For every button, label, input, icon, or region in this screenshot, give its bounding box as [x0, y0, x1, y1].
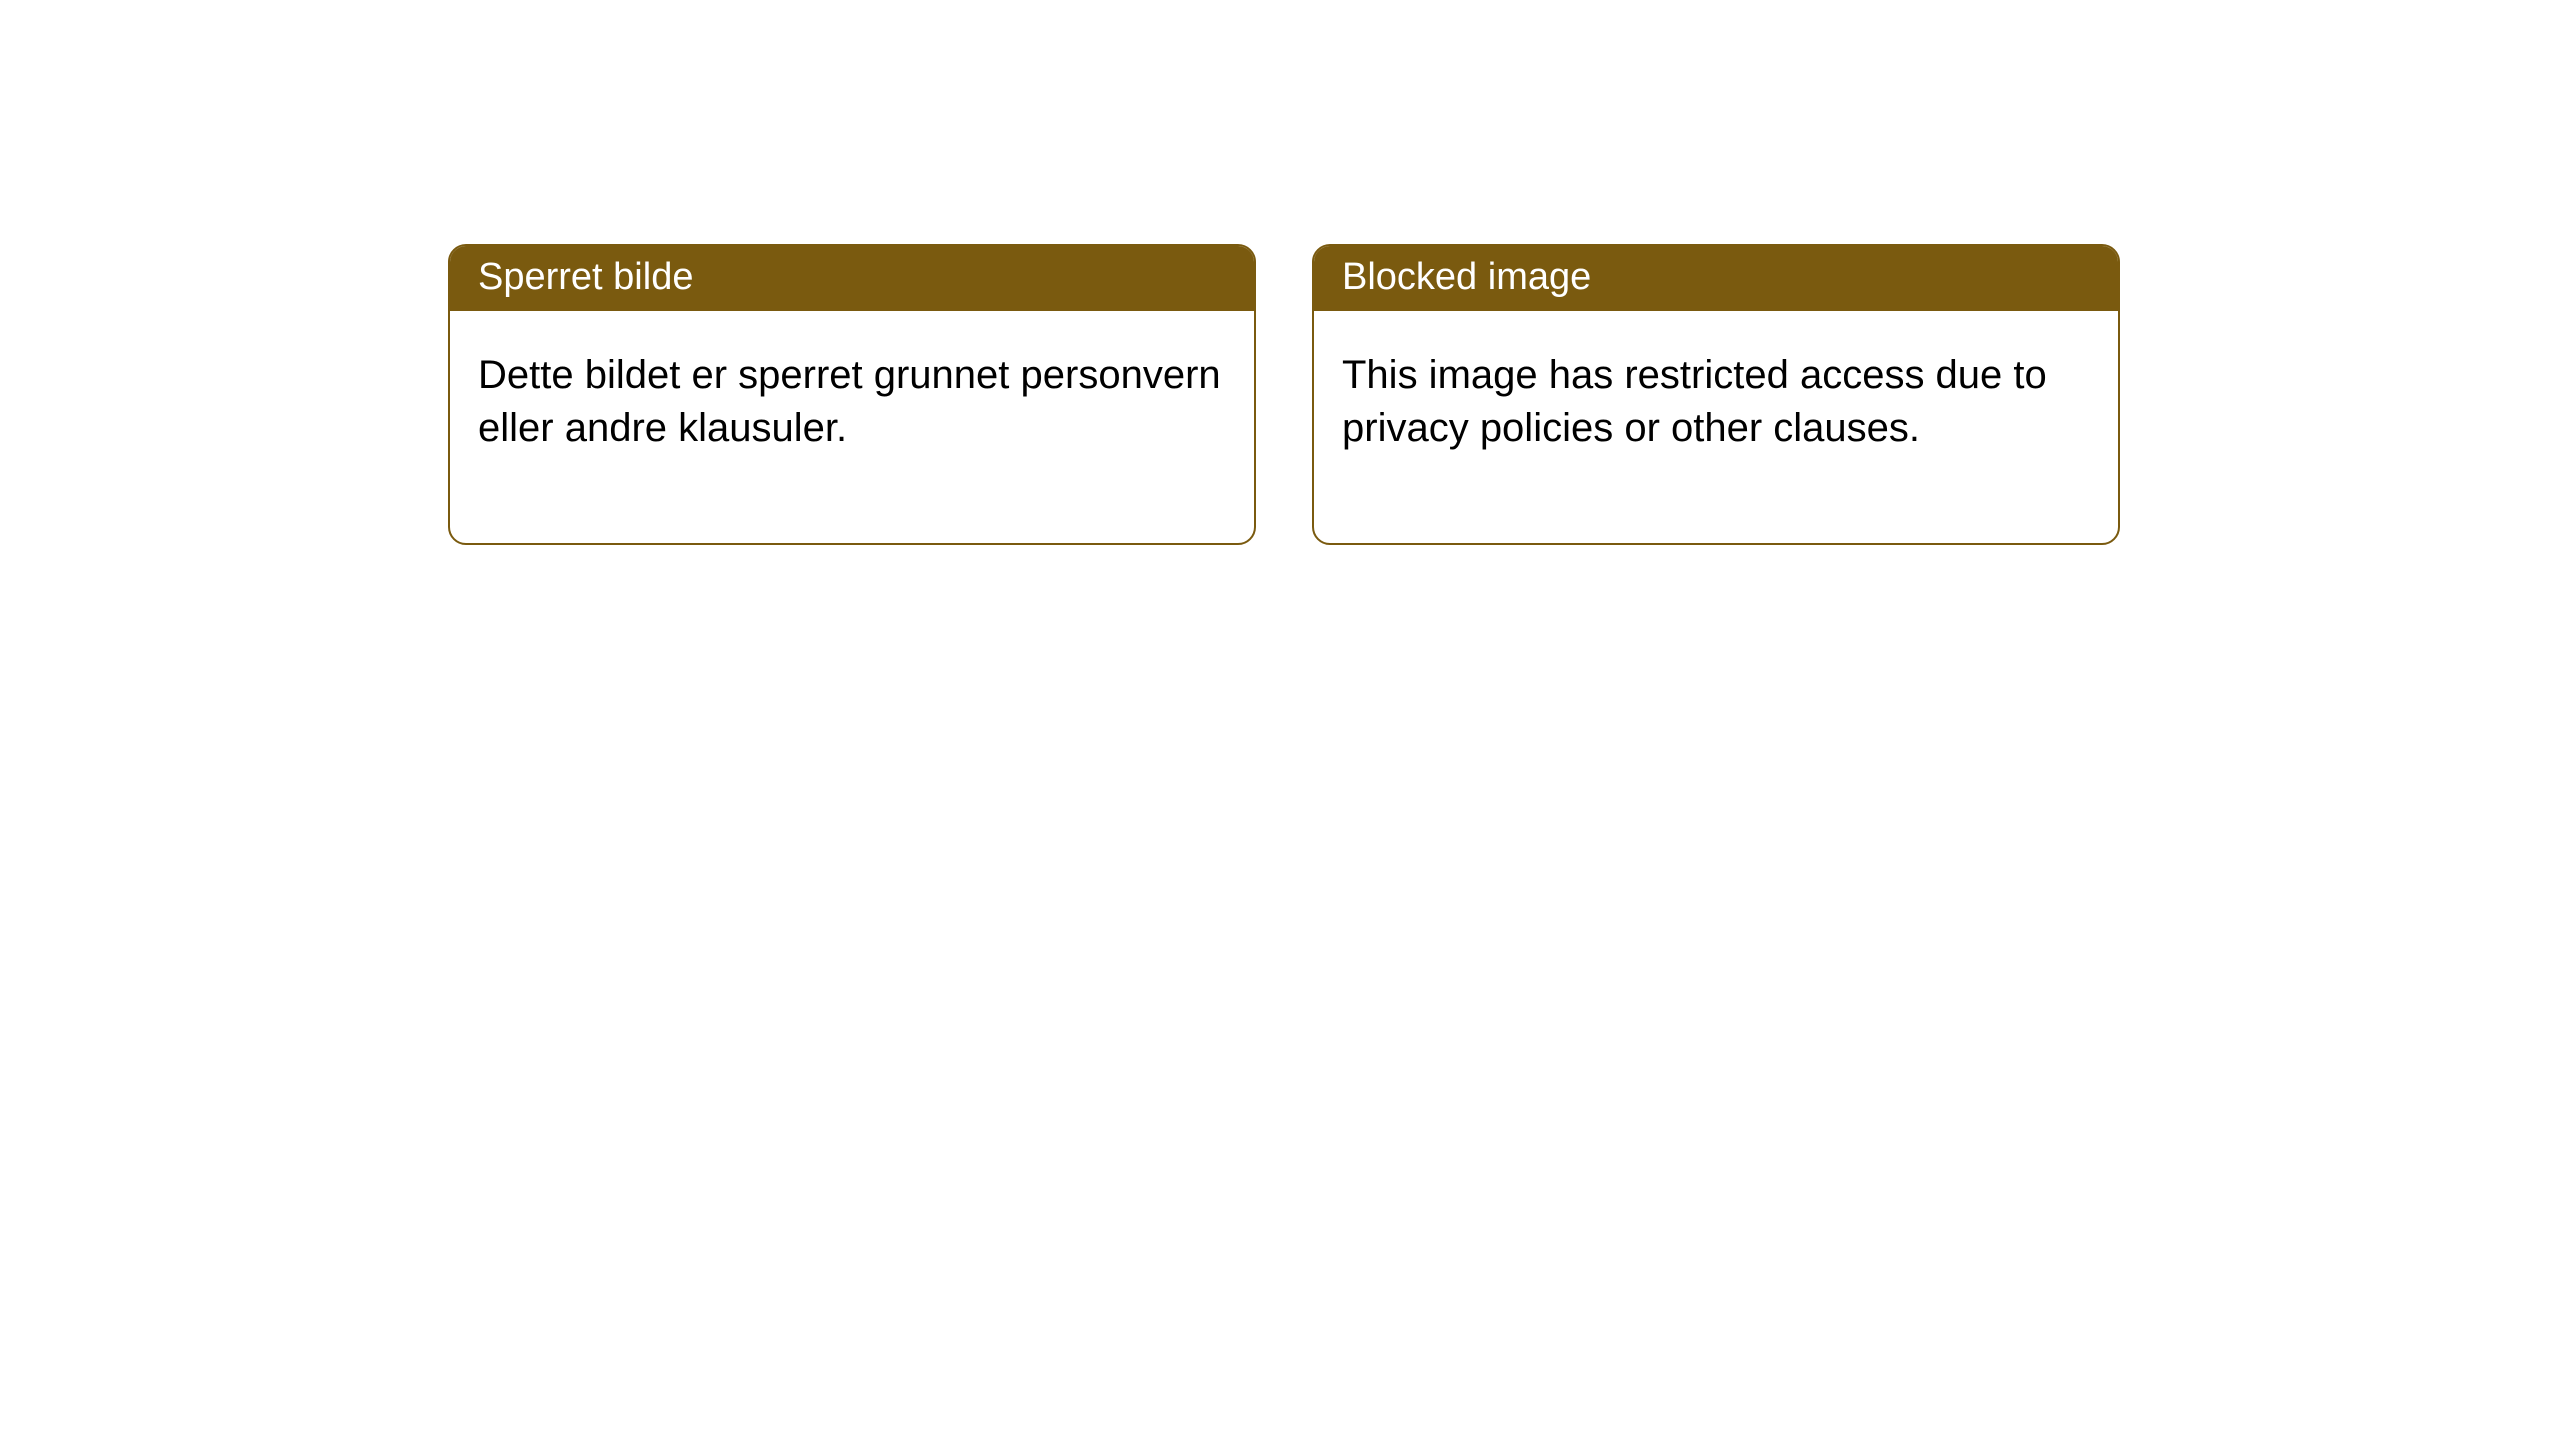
notice-container: Sperret bilde Dette bildet er sperret gr…: [0, 0, 2560, 545]
notice-body: This image has restricted access due to …: [1314, 311, 2118, 543]
notice-box-english: Blocked image This image has restricted …: [1312, 244, 2120, 545]
notice-title: Sperret bilde: [450, 246, 1254, 311]
notice-title: Blocked image: [1314, 246, 2118, 311]
notice-box-norwegian: Sperret bilde Dette bildet er sperret gr…: [448, 244, 1256, 545]
notice-body: Dette bildet er sperret grunnet personve…: [450, 311, 1254, 543]
